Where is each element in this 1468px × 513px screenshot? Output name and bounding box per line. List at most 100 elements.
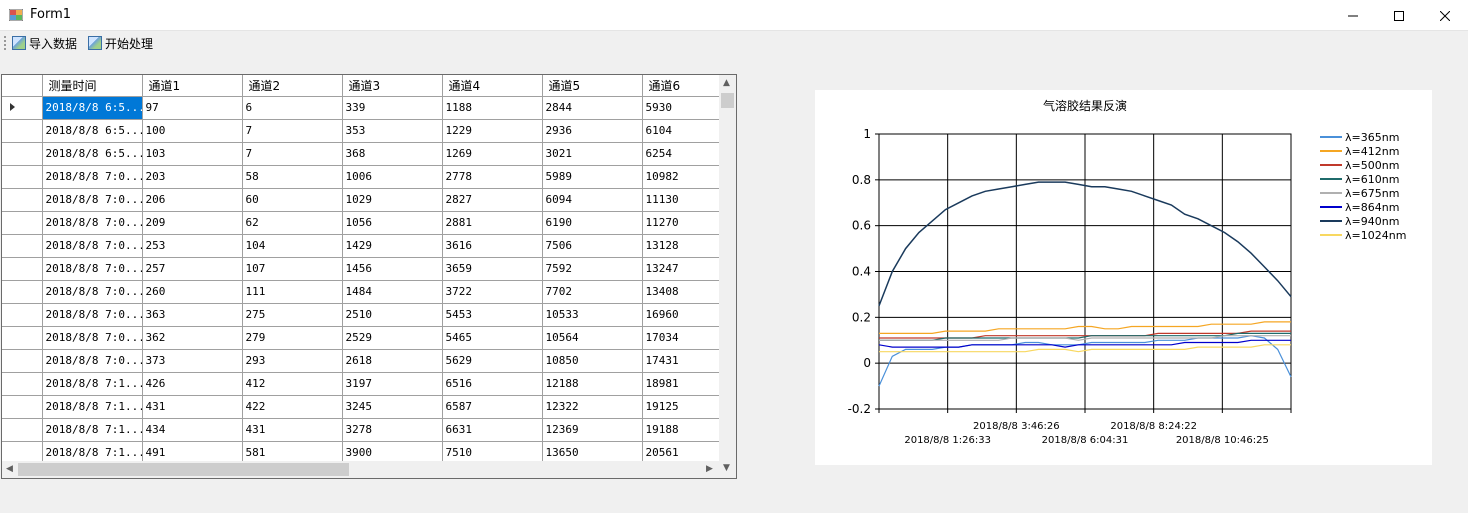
table-cell[interactable]: 103: [142, 142, 243, 166]
table-row[interactable]: 2018/8/8 7:0... 257 107 1456 3659 7592 13247: [2, 257, 720, 281]
table-cell[interactable]: 6587: [442, 395, 543, 419]
table-cell[interactable]: 5930: [642, 96, 720, 120]
table-cell[interactable]: 2018/8/8 7:0...: [42, 165, 143, 189]
table-cell[interactable]: 17431: [642, 349, 720, 373]
table-cell[interactable]: 1029: [342, 188, 443, 212]
table-cell[interactable]: 253: [142, 234, 243, 258]
table-cell[interactable]: 6254: [642, 142, 720, 166]
table-cell[interactable]: 412: [242, 372, 343, 396]
table-cell[interactable]: 2018/8/8 6:5...: [42, 142, 143, 166]
table-cell[interactable]: 2018/8/8 6:5...: [42, 119, 143, 143]
table-cell[interactable]: 2018/8/8 7:1...: [42, 395, 143, 419]
row-header-cell[interactable]: [2, 142, 43, 166]
table-cell[interactable]: 2529: [342, 326, 443, 350]
table-cell[interactable]: 18981: [642, 372, 720, 396]
table-cell[interactable]: 6516: [442, 372, 543, 396]
table-cell[interactable]: 353: [342, 119, 443, 143]
table-cell[interactable]: 7702: [542, 280, 643, 304]
table-cell[interactable]: 11270: [642, 211, 720, 235]
table-cell[interactable]: 3722: [442, 280, 543, 304]
table-cell[interactable]: 6: [242, 96, 343, 120]
table-cell[interactable]: 1229: [442, 119, 543, 143]
row-header-cell[interactable]: [2, 441, 43, 465]
table-cell[interactable]: 1484: [342, 280, 443, 304]
table-cell[interactable]: 7592: [542, 257, 643, 281]
import-data-button[interactable]: 导入数据: [12, 34, 77, 52]
table-row[interactable]: 2018/8/8 7:0... 209 62 1056 2881 6190 11270: [2, 211, 720, 235]
row-header-cell[interactable]: [2, 372, 43, 396]
table-cell[interactable]: 2844: [542, 96, 643, 120]
table-row[interactable]: 2018/8/8 7:0... 260 111 1484 3722 7702 13408: [2, 280, 720, 304]
table-cell[interactable]: 6104: [642, 119, 720, 143]
table-cell[interactable]: 62: [242, 211, 343, 235]
table-cell[interactable]: 2018/8/8 7:1...: [42, 441, 143, 465]
table-cell[interactable]: 1456: [342, 257, 443, 281]
table-cell[interactable]: 19125: [642, 395, 720, 419]
table-cell[interactable]: 279: [242, 326, 343, 350]
horizontal-scrollbar[interactable]: ◀ ▶: [2, 461, 719, 478]
vertical-scrollbar[interactable]: ▲: [719, 75, 736, 461]
table-cell[interactable]: 422: [242, 395, 343, 419]
table-cell[interactable]: 97: [142, 96, 243, 120]
table-cell[interactable]: 293: [242, 349, 343, 373]
scroll-up-icon[interactable]: ▲: [723, 78, 730, 88]
table-cell[interactable]: 7506: [542, 234, 643, 258]
table-cell[interactable]: 2018/8/8 7:0...: [42, 303, 143, 327]
row-header-cell[interactable]: [2, 96, 43, 120]
table-cell[interactable]: 2018/8/8 7:0...: [42, 188, 143, 212]
table-row[interactable]: 2018/8/8 7:0... 362 279 2529 5465 10564 17034: [2, 326, 720, 350]
table-cell[interactable]: 1006: [342, 165, 443, 189]
table-cell[interactable]: 373: [142, 349, 243, 373]
table-cell[interactable]: 12369: [542, 418, 643, 442]
table-row[interactable]: 2018/8/8 7:1... 491 581 3900 7510 13650 20561: [2, 441, 720, 465]
table-cell[interactable]: 60: [242, 188, 343, 212]
column-header[interactable]: 通道2: [242, 75, 343, 97]
row-header-cell[interactable]: [2, 349, 43, 373]
table-cell[interactable]: 100: [142, 119, 243, 143]
table-row[interactable]: 2018/8/8 7:1... 431 422 3245 6587 12322 19125: [2, 395, 720, 419]
table-cell[interactable]: 2018/8/8 7:1...: [42, 372, 143, 396]
table-cell[interactable]: 5453: [442, 303, 543, 327]
table-cell[interactable]: 10850: [542, 349, 643, 373]
row-header-cell[interactable]: [2, 234, 43, 258]
vertical-scroll-thumb[interactable]: [721, 93, 734, 108]
row-header-cell[interactable]: [2, 165, 43, 189]
table-row[interactable]: 2018/8/8 7:0... 363 275 2510 5453 10533 16960: [2, 303, 720, 327]
table-cell[interactable]: 58: [242, 165, 343, 189]
table-cell[interactable]: 19188: [642, 418, 720, 442]
table-row[interactable]: 2018/8/8 7:1... 434 431 3278 6631 12369 19188: [2, 418, 720, 442]
scroll-left-icon[interactable]: ◀: [6, 464, 13, 474]
table-cell[interactable]: 6094: [542, 188, 643, 212]
table-cell[interactable]: 275: [242, 303, 343, 327]
table-cell[interactable]: 1188: [442, 96, 543, 120]
table-cell[interactable]: 2018/8/8 7:0...: [42, 280, 143, 304]
table-cell[interactable]: 1056: [342, 211, 443, 235]
table-cell[interactable]: 1429: [342, 234, 443, 258]
scroll-right-icon[interactable]: ▶: [706, 464, 713, 474]
table-cell[interactable]: 7: [242, 142, 343, 166]
table-cell[interactable]: 1269: [442, 142, 543, 166]
table-cell[interactable]: 13408: [642, 280, 720, 304]
scroll-down-icon[interactable]: ▼: [723, 463, 730, 473]
table-cell[interactable]: 2510: [342, 303, 443, 327]
table-cell[interactable]: 368: [342, 142, 443, 166]
table-cell[interactable]: 2018/8/8 7:1...: [42, 418, 143, 442]
table-cell[interactable]: 362: [142, 326, 243, 350]
table-cell[interactable]: 431: [142, 395, 243, 419]
table-cell[interactable]: 363: [142, 303, 243, 327]
column-header[interactable]: 通道5: [542, 75, 643, 97]
table-cell[interactable]: 2018/8/8 7:0...: [42, 211, 143, 235]
table-cell[interactable]: 2018/8/8 7:0...: [42, 349, 143, 373]
column-header[interactable]: 通道1: [142, 75, 243, 97]
column-header[interactable]: 通道3: [342, 75, 443, 97]
table-cell[interactable]: 12322: [542, 395, 643, 419]
table-cell[interactable]: 13128: [642, 234, 720, 258]
table-cell[interactable]: 2018/8/8 7:0...: [42, 257, 143, 281]
row-header-cell[interactable]: [2, 395, 43, 419]
table-cell[interactable]: 16960: [642, 303, 720, 327]
table-cell[interactable]: 339: [342, 96, 443, 120]
table-cell[interactable]: 2018/8/8 7:0...: [42, 326, 143, 350]
table-cell[interactable]: 257: [142, 257, 243, 281]
row-header-cell[interactable]: [2, 188, 43, 212]
table-cell[interactable]: 5989: [542, 165, 643, 189]
